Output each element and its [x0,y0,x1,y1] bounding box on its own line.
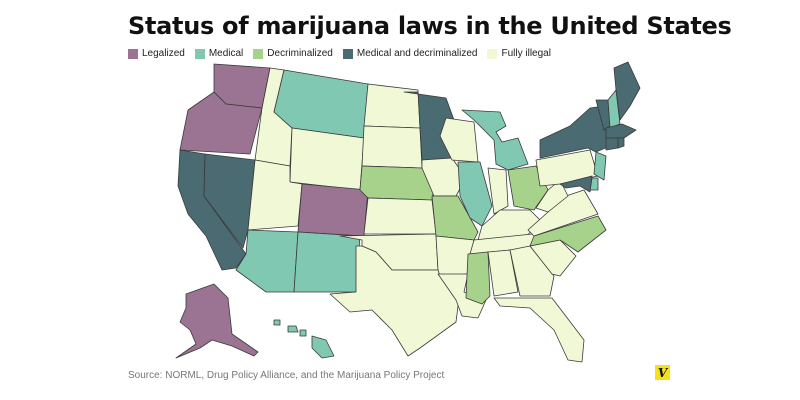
state-rhode-island [617,137,625,149]
state-florida [493,297,585,363]
legend-item-medical-and-decriminalized: Medical and decriminalized [342,48,478,59]
legend-item-medical: Medical [194,48,244,59]
legend-item-fully-illegal: Fully illegal [487,48,551,59]
legend-item-decriminalized: Decriminalized [253,48,333,59]
legend-swatch [342,48,353,59]
legend-swatch [253,48,264,59]
state-maine [613,61,641,121]
state-massachusetts [605,123,637,139]
legend: Legalized Medical Decriminalized Medical… [128,48,551,59]
state-wyoming [289,127,365,191]
vox-logo: V [655,365,670,380]
state-west-virginia [535,179,569,213]
legend-label: Decriminalized [267,48,333,59]
state-north-dakota [363,83,421,129]
state-new-jersey [593,151,607,181]
state-alaska [175,283,259,359]
page-title: Status of marijuana laws in the United S… [128,12,732,40]
state-north-carolina [529,215,607,253]
legend-label: Medical and decriminalized [356,48,478,59]
state-oregon [179,91,263,155]
state-hawaii-islands [273,319,307,337]
state-hawaii [311,335,335,359]
state-georgia [509,245,555,297]
state-new-mexico [293,231,361,293]
state-connecticut [605,137,619,151]
state-michigan [461,109,529,171]
state-indiana [487,167,509,215]
legend-swatch [194,48,205,59]
legend-label: Legalized [142,48,185,59]
legend-label: Medical [208,48,244,59]
state-texas [329,245,461,357]
source-note: Source: NORML, Drug Policy Alliance, and… [128,370,445,381]
state-maryland [559,175,593,193]
state-missouri [431,195,479,241]
legend-item-legalized: Legalized [128,48,185,59]
state-colorado [297,183,369,237]
state-kansas [363,197,437,235]
legend-swatch [487,48,498,59]
state-mississippi [465,251,491,305]
state-south-dakota [361,125,423,169]
state-nevada [203,153,256,249]
state-wisconsin [439,117,479,163]
legend-swatch [128,48,138,59]
legend-label: Fully illegal [501,48,551,59]
state-alabama [487,249,519,297]
